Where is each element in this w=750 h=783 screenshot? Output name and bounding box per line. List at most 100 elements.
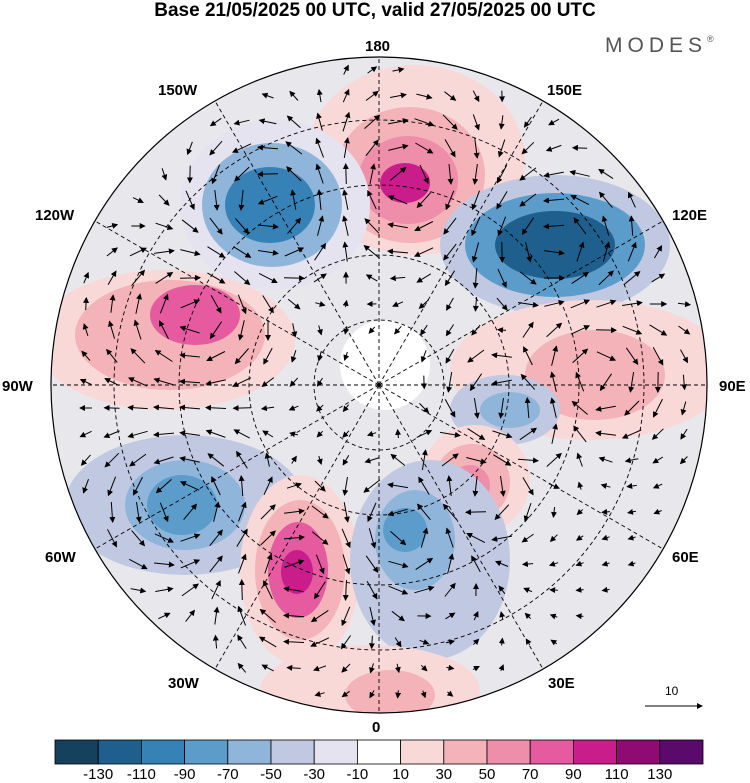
wind-arrow (186, 141, 193, 156)
wind-arrow (343, 64, 349, 75)
wind-arrow (548, 560, 559, 567)
wind-arrow (491, 352, 512, 359)
lon-label-120e: 120E (672, 207, 708, 224)
wind-arrow (367, 66, 378, 74)
wind-arrow (260, 530, 276, 546)
wind-arrow (260, 405, 275, 412)
wind-arrow (135, 293, 142, 314)
meridian-line (214, 384, 380, 670)
lon-label-30w: 30W (168, 675, 199, 692)
wind-arrow (368, 635, 375, 650)
wind-arrow (420, 324, 428, 336)
wind-arrow (444, 582, 456, 597)
wind-arrow (387, 195, 408, 205)
lon-label-30e: 30E (548, 675, 575, 692)
wind-arrow (289, 377, 299, 387)
wind-arrow (496, 297, 508, 311)
wind-arrow (680, 349, 688, 364)
wind-arrow (472, 268, 479, 289)
wind-arrow (550, 639, 558, 646)
wind-arrow (680, 428, 688, 440)
wind-arrow (313, 273, 327, 283)
wind-arrow (369, 690, 376, 699)
wind-arrow (212, 634, 219, 649)
wind-arrow (447, 164, 454, 185)
anomaly-low-150W (180, 120, 370, 290)
wind-arrow (443, 243, 457, 261)
wind-arrow (596, 299, 617, 308)
wind-arrow (316, 112, 323, 131)
wind-arrow (129, 247, 147, 257)
wind-arrow (179, 325, 200, 334)
chart-title: Base 21/05/2025 00 UTC, valid 27/05/2025… (154, 0, 596, 21)
wind-arrow (471, 242, 480, 263)
wind-arrow (179, 274, 201, 281)
wind-arrow (79, 378, 92, 385)
wind-arrow (622, 300, 643, 307)
wind-arrow (415, 557, 434, 571)
wind-arrow (341, 528, 351, 549)
wind-arrow (577, 481, 584, 490)
wind-arrow (83, 271, 90, 284)
wind-arrow (209, 555, 223, 573)
wind-arrow (523, 587, 533, 594)
lon-label-180: 180 (365, 38, 391, 55)
wind-arrow (107, 270, 117, 285)
wind-arrow (286, 166, 302, 182)
wind-arrow (207, 272, 226, 284)
wind-arrow (161, 168, 168, 181)
wind-arrow (235, 218, 250, 235)
wind-arrow (238, 190, 245, 211)
wind-arrow (388, 118, 409, 125)
wind-arrow (81, 350, 91, 361)
wind-arrow (369, 606, 376, 626)
colorbar-swatch (227, 739, 272, 765)
wind-arrow (153, 377, 174, 386)
wind-arrow (621, 429, 642, 439)
wind-arrow (262, 430, 274, 438)
wind-arrow (185, 190, 195, 211)
wind-arrow (258, 249, 279, 256)
wind-arrow (180, 559, 201, 569)
wind-arrow (153, 404, 175, 411)
wind-arrow (233, 246, 252, 258)
wind-arrow (314, 480, 326, 492)
wind-arrow (342, 189, 349, 210)
wind-arrow (107, 529, 117, 548)
wind-arrow (155, 222, 174, 231)
wind-arrow (155, 586, 174, 593)
wind-arrow (108, 320, 115, 339)
wind-arrow (678, 325, 691, 335)
wind-arrow (107, 476, 117, 497)
wind-arrow (445, 639, 456, 646)
wind-arrow (520, 373, 536, 390)
wind-arrow (394, 663, 401, 674)
wind-arrow (181, 219, 199, 233)
wind-arrow (258, 223, 279, 230)
wind-arrow (473, 610, 479, 621)
lon-label-120w: 120W (35, 207, 75, 224)
wind-arrow (444, 270, 456, 287)
wind-arrow (179, 456, 200, 463)
wind-arrow (234, 271, 251, 286)
lon-label-90w: 90W (2, 378, 33, 395)
wind-arrow (570, 299, 591, 309)
wind-arrow (154, 248, 175, 255)
wind-arrow (261, 92, 274, 99)
anomaly-high-0 (260, 645, 480, 713)
wind-arrow (80, 454, 91, 466)
wind-arrow (521, 217, 535, 236)
map-boundary (50, 56, 708, 714)
wind-arrow (496, 164, 508, 184)
wind-arrow (283, 534, 305, 541)
wind-arrow (211, 476, 221, 496)
wind-vectors (79, 64, 691, 699)
wind-arrow (571, 144, 588, 151)
wind-arrow (82, 479, 89, 494)
wind-arrow (624, 400, 640, 416)
wind-arrow (289, 431, 299, 438)
wind-arrow (310, 637, 330, 647)
wind-arrow (290, 189, 297, 210)
wind-arrow (131, 269, 146, 286)
wind-arrow (103, 430, 120, 438)
